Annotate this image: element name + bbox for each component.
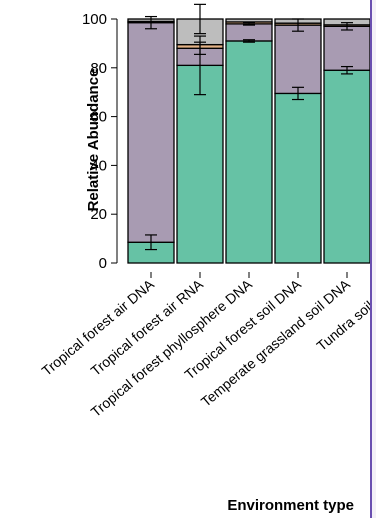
bar-4-series-1	[323, 25, 371, 71]
bar-3-series-0	[274, 92, 322, 264]
bar-2-series-1	[225, 23, 273, 42]
error-bar-1-series-3	[194, 3, 206, 35]
y-tick-label-0: 0	[99, 255, 107, 272]
y-axis-title: Relative Abundance	[85, 69, 102, 212]
x-axis-title: Environment type	[227, 497, 354, 514]
error-bars	[145, 3, 353, 251]
bars	[127, 18, 376, 264]
bar-4-series-0	[323, 69, 371, 264]
error-bar-0-series-1	[145, 15, 157, 30]
bar-3-series-1	[274, 24, 322, 95]
bar-1-series-0	[176, 64, 224, 264]
error-bar-0-series-0	[145, 234, 157, 251]
error-bar-2-series-0	[243, 39, 255, 43]
y-tick-label-2: 40	[90, 157, 107, 174]
error-bar-3-series-1	[292, 18, 304, 32]
y-tick-label-3: 60	[90, 109, 107, 126]
y-tick-label-5: 100	[82, 11, 107, 28]
error-bar-3-series-0	[292, 86, 304, 101]
error-bar-4-series-0	[341, 65, 353, 75]
error-bar-4-series-1	[341, 22, 353, 31]
y-tick-label-1: 20	[90, 206, 107, 223]
bar-2-series-0	[225, 40, 273, 264]
error-bar-1-series-1	[194, 41, 206, 55]
error-bar-2-series-1	[243, 22, 255, 26]
y-axis: 0 20 40 60 80 100	[82, 11, 118, 272]
y-tick-label-4: 80	[90, 60, 107, 77]
bar-2-series-3	[225, 18, 273, 23]
bar-0-series-1	[127, 22, 175, 243]
panel-edge	[370, 0, 376, 518]
